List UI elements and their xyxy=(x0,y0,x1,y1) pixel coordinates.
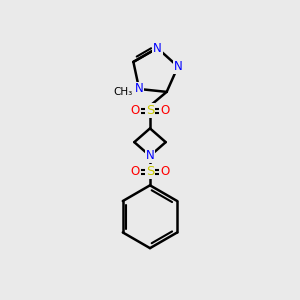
Text: O: O xyxy=(160,104,169,117)
Text: O: O xyxy=(160,165,169,178)
Text: O: O xyxy=(131,165,140,178)
Text: S: S xyxy=(146,165,154,178)
Text: S: S xyxy=(146,104,154,117)
Text: N: N xyxy=(135,82,143,95)
Text: O: O xyxy=(131,104,140,117)
Text: N: N xyxy=(153,42,162,55)
Text: N: N xyxy=(146,149,154,162)
Text: CH₃: CH₃ xyxy=(114,87,133,97)
Text: N: N xyxy=(174,60,182,73)
